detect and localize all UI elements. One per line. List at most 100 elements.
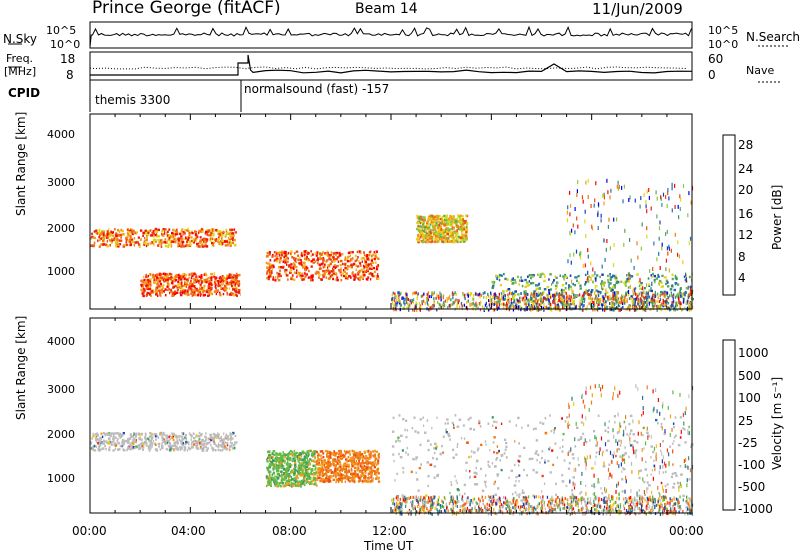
data-cell — [275, 257, 279, 260]
data-cell — [459, 216, 461, 219]
data-cell — [596, 274, 599, 277]
data-cell — [155, 238, 157, 242]
data-cell — [654, 295, 657, 298]
data-cell — [143, 240, 146, 243]
data-cell — [429, 229, 432, 232]
xaxis-label: Time UT — [364, 539, 414, 553]
data-cell — [191, 291, 194, 294]
data-cell — [151, 436, 154, 439]
data-cell — [558, 295, 560, 298]
data-cell — [267, 450, 269, 454]
data-cell — [213, 290, 216, 293]
data-cell — [187, 227, 189, 231]
data-cell — [420, 234, 423, 237]
data-cell — [210, 434, 212, 437]
data-cell — [438, 296, 440, 300]
data-cell — [204, 436, 207, 439]
power-ytick-1000: 1000 — [47, 265, 75, 278]
data-cell — [606, 291, 609, 294]
data-cell — [151, 276, 155, 279]
data-cell — [677, 283, 680, 286]
data-cell — [130, 241, 133, 244]
data-cell — [131, 442, 135, 445]
data-cell — [666, 246, 668, 251]
data-cell — [517, 275, 520, 279]
data-cell — [665, 282, 667, 286]
data-cell — [167, 230, 169, 233]
data-cell — [124, 244, 127, 247]
data-cell — [281, 266, 285, 269]
data-cell — [680, 294, 682, 298]
data-cell — [609, 282, 612, 285]
data-cell — [310, 250, 312, 253]
data-cell — [655, 277, 658, 280]
data-cell — [616, 276, 618, 279]
data-cell — [280, 466, 283, 470]
data-cell — [519, 300, 521, 304]
data-cell — [301, 278, 304, 281]
data-cell — [328, 255, 331, 258]
data-cell — [374, 449, 376, 453]
data-cell — [433, 301, 436, 305]
data-cell — [552, 281, 554, 284]
data-cell — [278, 482, 282, 485]
data-cell — [634, 287, 637, 290]
data-cell — [158, 235, 161, 238]
data-cell — [607, 298, 609, 302]
data-cell — [636, 273, 639, 276]
data-cell — [226, 243, 229, 247]
data-cell — [610, 275, 614, 279]
data-cell — [652, 267, 654, 271]
data-cell — [191, 282, 194, 286]
data-cell — [431, 293, 433, 297]
data-cell — [653, 241, 655, 246]
data-cell — [684, 306, 686, 310]
data-cell — [173, 234, 177, 237]
data-cell — [488, 308, 490, 312]
data-cell — [400, 303, 402, 307]
data-cell — [469, 303, 471, 307]
data-cell — [462, 222, 465, 226]
data-cell — [269, 263, 272, 266]
data-cell — [403, 297, 405, 301]
data-cell — [103, 232, 105, 235]
data-cell — [588, 279, 590, 282]
data-cell — [562, 275, 565, 278]
data-cell — [308, 459, 310, 463]
data-cell — [616, 184, 618, 189]
data-cell — [96, 432, 98, 435]
data-cell — [206, 238, 208, 242]
data-cell — [302, 482, 305, 486]
data-cell — [147, 231, 150, 234]
data-cell — [428, 236, 430, 239]
data-cell — [230, 273, 233, 277]
data-cell — [446, 214, 449, 217]
data-cell — [234, 231, 237, 234]
data-cell — [661, 246, 663, 251]
data-cell — [653, 305, 655, 308]
data-cell — [689, 285, 692, 289]
data-cell — [674, 308, 676, 312]
data-cell — [292, 482, 296, 486]
data-cell — [301, 272, 303, 275]
data-cell — [121, 229, 124, 233]
data-cell — [266, 458, 268, 461]
data-cell — [658, 236, 660, 241]
data-cell — [305, 481, 307, 484]
data-cell — [179, 448, 181, 452]
data-cell — [300, 263, 303, 267]
data-cell — [685, 272, 687, 277]
data-cell — [475, 301, 477, 305]
data-cell — [288, 456, 292, 460]
data-cell — [192, 293, 195, 296]
data-cell — [449, 303, 451, 307]
data-cell — [214, 449, 217, 452]
data-cell — [215, 436, 218, 439]
data-cell — [533, 290, 536, 293]
data-cell — [201, 439, 203, 442]
data-cell — [440, 295, 442, 299]
data-cell — [297, 459, 300, 463]
data-cell — [646, 234, 648, 239]
data-cell — [231, 234, 234, 237]
